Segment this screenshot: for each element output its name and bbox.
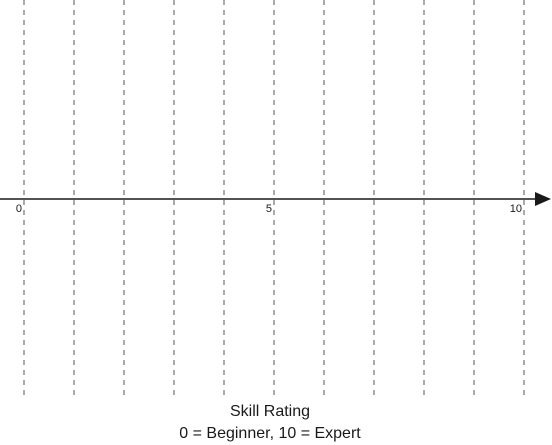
tick-label: 5 — [266, 203, 272, 215]
gridlines — [23, 0, 525, 398]
tick-labels: 0 5 10 — [16, 203, 522, 215]
scale-title: Skill Rating — [229, 403, 311, 420]
scale-subtitle: 0 = Beginner, 10 = Expert — [179, 425, 361, 442]
tick-label: 0 — [16, 203, 22, 215]
axis-arrowhead — [535, 192, 551, 206]
number-line — [0, 192, 551, 206]
tick-label: 10 — [510, 203, 522, 215]
